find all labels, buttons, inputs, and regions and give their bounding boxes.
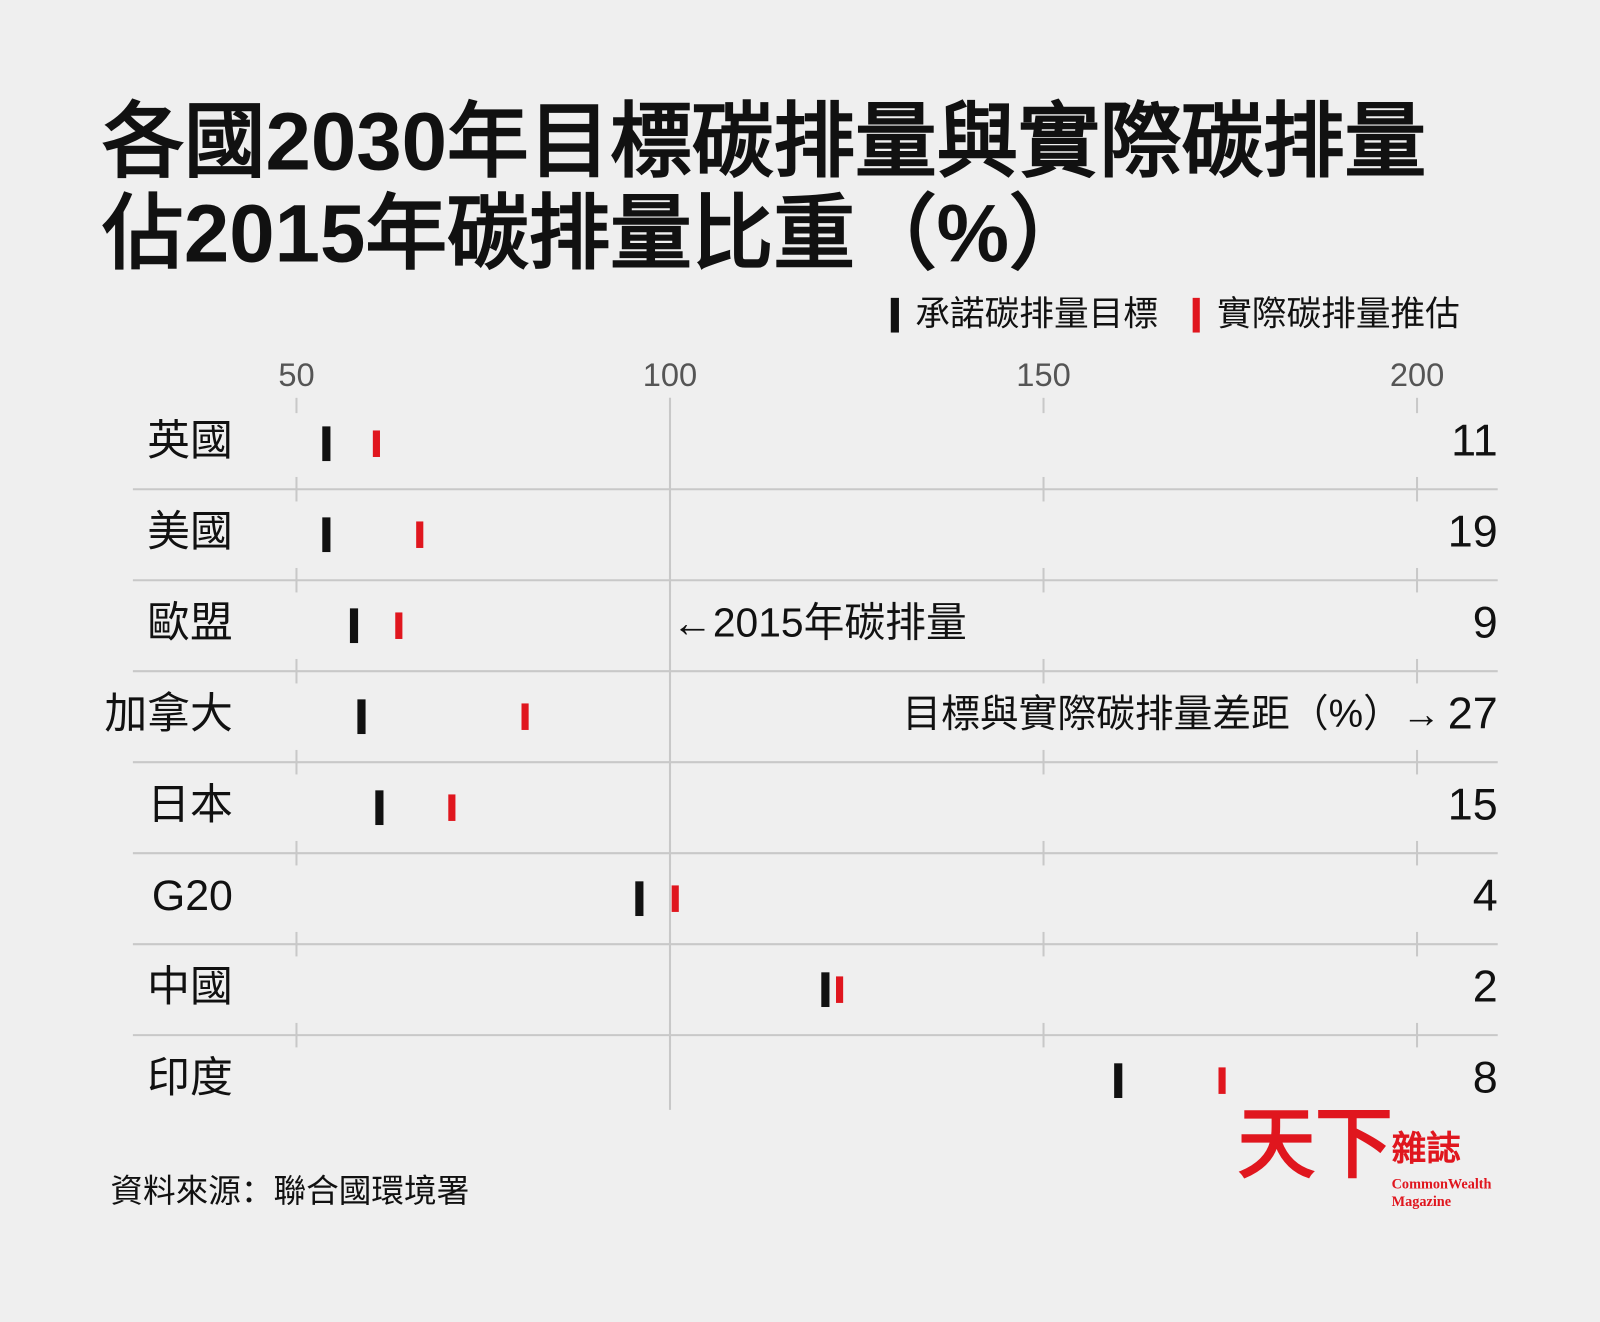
dot-mark [322, 517, 331, 553]
gap-label: 11 [1451, 415, 1498, 466]
x-tick-label: 50 [278, 356, 314, 393]
category-label: 英國 [147, 417, 233, 465]
logo-main: 天下 [1238, 1101, 1393, 1187]
category-label: G20 [152, 872, 233, 920]
dot-mark [395, 612, 403, 639]
x-tick-label: 150 [1016, 356, 1070, 393]
annotation: 目標與實際碳排量差距（%）→ [902, 693, 1440, 736]
dot-mark [1218, 1067, 1226, 1094]
gap-label: 19 [1448, 506, 1498, 557]
dot-mark [375, 790, 384, 826]
logo-en: CommonWealth [1392, 1177, 1492, 1193]
x-tick-label: 100 [643, 356, 697, 393]
dot-mark [521, 703, 529, 730]
dot-mark [322, 426, 331, 462]
annotation: ←2015年碳排量 [672, 599, 967, 645]
dot-mark [372, 430, 380, 457]
gap-label: 15 [1448, 779, 1498, 830]
logo-side: 雜誌 [1392, 1130, 1461, 1169]
dot-mark [836, 976, 844, 1003]
gap-label: 4 [1473, 870, 1498, 921]
dot-mark [635, 881, 644, 917]
gap-label: 8 [1473, 1052, 1498, 1103]
source: 資料來源：聯合國環境署 [110, 1172, 469, 1209]
category-label: 中國 [147, 963, 233, 1011]
chart-title: 佔2015年碳排量比重（%） [101, 188, 1090, 279]
legend-label: 實際碳排量推估 [1217, 294, 1460, 333]
dot-mark [821, 972, 830, 1008]
chart-title: 各國2030年目標碳排量與實際碳排量 [102, 96, 1426, 187]
dot-mark [448, 794, 456, 821]
x-tick-label: 200 [1390, 356, 1444, 393]
category-label: 美國 [147, 508, 233, 556]
dot-mark [416, 521, 424, 548]
category-label: 印度 [147, 1054, 233, 1102]
legend-swatch [890, 297, 899, 333]
dot-mark [349, 608, 359, 644]
logo-en: Magazine [1392, 1194, 1451, 1210]
category-label: 歐盟 [147, 599, 233, 647]
dot-mark [671, 885, 679, 912]
gap-label: 9 [1473, 597, 1498, 648]
gap-label: 2 [1473, 961, 1498, 1012]
dot-mark [357, 699, 366, 735]
gap-label: 27 [1448, 688, 1498, 739]
legend-swatch [1192, 297, 1200, 333]
category-label: 加拿大 [104, 690, 232, 738]
legend-label: 承諾碳排量目標 [915, 294, 1158, 333]
dot-mark [1114, 1063, 1123, 1098]
category-label: 日本 [147, 781, 233, 829]
